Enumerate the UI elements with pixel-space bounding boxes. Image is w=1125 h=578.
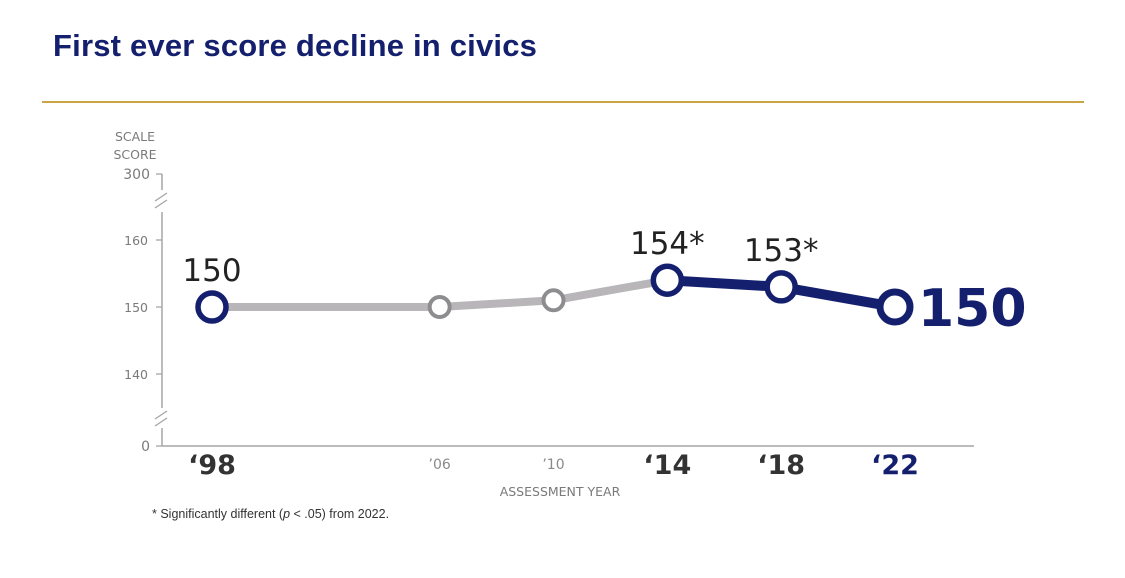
y-tick-label: 0 <box>141 439 150 455</box>
series-segment-2010-2014 <box>549 276 672 305</box>
data-point-marker-2014 <box>650 263 685 297</box>
title-divider <box>42 101 1084 103</box>
y-tick-label: 140 <box>124 367 148 382</box>
series-segment-2014-2018 <box>662 275 787 292</box>
y-tick-label: 160 <box>124 233 148 248</box>
data-point-marker-2006 <box>427 295 452 319</box>
data-label-2014: 154* <box>630 226 705 262</box>
y-tick-label: 300 <box>123 167 150 183</box>
data-point-marker-1998 <box>195 290 229 324</box>
y-axis-title-line: SCORE <box>113 147 156 162</box>
series-segment-2018-2022 <box>776 281 900 312</box>
axis-break-mark-upper-b <box>154 199 168 209</box>
axis-break-mark-upper-a <box>154 192 168 202</box>
x-tick-label-2018: ‘18 <box>757 450 805 481</box>
x-tick-label-1998: ‘98 <box>188 450 236 481</box>
data-label-2018: 153* <box>744 233 819 269</box>
y-tick-label: 150 <box>124 300 148 315</box>
x-tick-label-2014: ‘14 <box>643 450 691 481</box>
x-axis-title: ASSESSMENT YEAR <box>500 484 621 499</box>
data-point-marker-2022 <box>876 288 914 326</box>
page-title: First ever score decline in civics <box>53 28 538 63</box>
footnote-p-symbol: p <box>283 507 291 521</box>
x-tick-label-2006: ’06 <box>429 457 451 473</box>
footnote: * Significantly different (p < .05) from… <box>152 507 389 521</box>
footnote-suffix: < .05) from 2022. <box>290 507 390 521</box>
footnote-prefix: * Significantly different ( <box>152 507 284 521</box>
data-label-1998: 150 <box>182 253 241 289</box>
data-point-marker-2018 <box>764 270 798 304</box>
data-label-2022: 150 <box>918 279 1027 339</box>
x-tick-label-2022: ‘22 <box>871 450 919 481</box>
axis-break-mark-lower-a <box>154 410 168 420</box>
series-segment-2006-2010 <box>435 296 558 311</box>
x-tick-label-2010: ’10 <box>542 457 564 473</box>
data-point-marker-2010 <box>541 288 566 313</box>
y-axis-title-line: SCALE <box>115 129 155 144</box>
axis-break-mark-lower-b <box>154 417 168 427</box>
